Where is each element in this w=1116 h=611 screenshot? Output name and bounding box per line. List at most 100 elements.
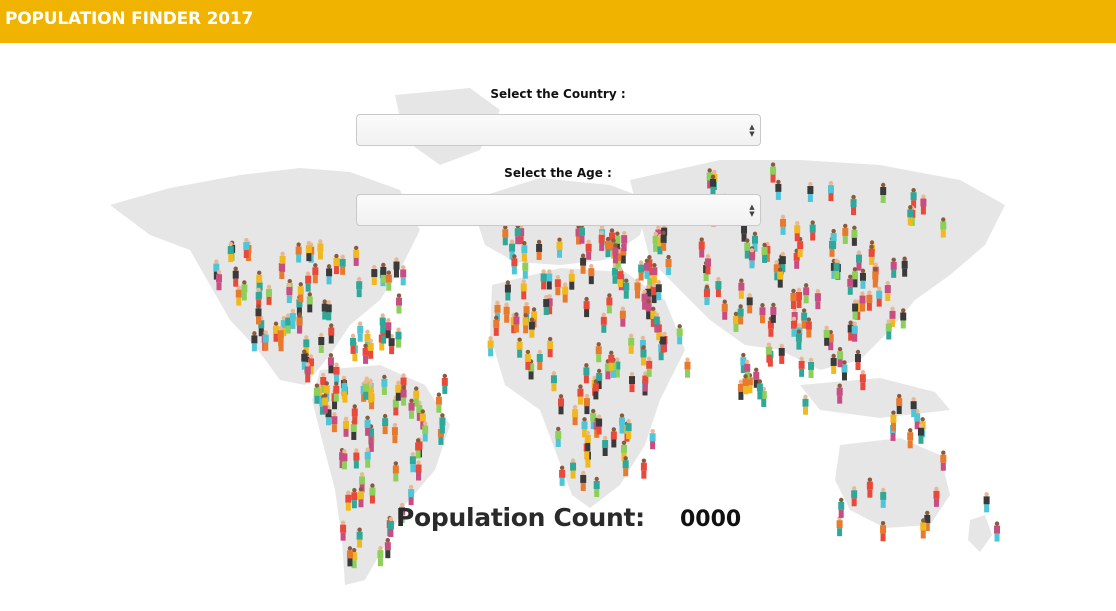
person-figure-icon	[676, 324, 683, 345]
person-figure-icon	[408, 484, 415, 506]
person-figure-icon	[655, 280, 662, 301]
person-figure-icon	[357, 487, 364, 508]
person-figure-icon	[602, 435, 609, 457]
person-figure-icon	[340, 520, 347, 541]
person-figure-icon	[419, 409, 426, 430]
person-figure-icon	[504, 280, 511, 301]
person-figure-icon	[380, 262, 387, 283]
person-figure-icon	[884, 280, 891, 302]
person-figure-icon	[852, 299, 859, 320]
person-figure-icon	[580, 253, 587, 274]
person-figure-icon	[322, 393, 329, 414]
person-figure-icon	[305, 271, 312, 292]
person-figure-icon	[920, 518, 927, 539]
person-figure-icon	[830, 228, 837, 250]
person-figure-icon	[614, 357, 621, 378]
person-figure-icon	[889, 306, 896, 327]
person-figure-icon	[940, 450, 947, 471]
person-figure-icon	[511, 254, 518, 275]
person-figure-icon	[596, 368, 603, 390]
person-figure-icon	[435, 392, 442, 413]
person-figure-icon	[326, 264, 333, 285]
person-figure-icon	[703, 284, 710, 306]
person-figure-icon	[592, 379, 599, 400]
person-figure-icon	[362, 343, 369, 364]
person-figure-icon	[556, 237, 563, 258]
person-figure-icon	[900, 308, 907, 329]
people-crowd	[213, 162, 1001, 569]
person-figure-icon	[907, 428, 914, 449]
person-figure-icon	[317, 239, 324, 260]
person-figure-icon	[251, 331, 258, 352]
person-figure-icon	[622, 456, 629, 477]
person-figure-icon	[441, 373, 448, 394]
person-figure-icon	[255, 304, 262, 325]
person-figure-icon	[588, 263, 595, 285]
person-figure-icon	[600, 312, 607, 333]
person-figure-icon	[653, 312, 660, 333]
person-figure-icon	[610, 427, 617, 448]
person-figure-icon	[737, 304, 744, 325]
country-select[interactable]: ▲ ▼	[356, 114, 761, 146]
person-figure-icon	[885, 319, 892, 340]
person-figure-icon	[321, 299, 328, 320]
person-figure-icon	[756, 379, 763, 400]
person-figure-icon	[649, 429, 656, 450]
header-bar: POPULATION FINDER 2017	[0, 0, 1116, 43]
person-figure-icon	[415, 438, 422, 459]
person-figure-icon	[509, 239, 516, 260]
person-figure-icon	[333, 362, 340, 383]
person-figure-icon	[646, 356, 653, 377]
person-figure-icon	[709, 174, 716, 195]
person-figure-icon	[652, 231, 659, 252]
person-figure-icon	[320, 372, 327, 394]
person-figure-icon	[256, 270, 263, 291]
person-figure-icon	[568, 269, 575, 290]
person-figure-icon	[369, 483, 376, 504]
person-figure-icon	[439, 413, 446, 434]
person-figure-icon	[384, 537, 391, 559]
person-figure-icon	[232, 266, 239, 287]
person-figure-icon	[547, 336, 554, 358]
person-figure-icon	[773, 260, 780, 281]
person-figure-icon	[660, 332, 667, 353]
person-figure-icon	[351, 404, 358, 425]
person-figure-icon	[295, 242, 302, 263]
person-figure-icon	[255, 287, 262, 308]
person-figure-icon	[807, 181, 814, 203]
person-figure-icon	[851, 321, 858, 342]
person-figure-icon	[346, 546, 353, 567]
person-figure-icon	[608, 350, 615, 371]
person-figure-icon	[409, 452, 416, 473]
person-figure-icon	[994, 521, 1001, 542]
person-figure-icon	[808, 357, 815, 378]
person-figure-icon	[868, 244, 875, 265]
person-figure-icon	[583, 363, 590, 384]
person-figure-icon	[880, 521, 887, 542]
person-figure-icon	[583, 393, 590, 415]
person-figure-icon	[536, 239, 543, 260]
person-figure-icon	[759, 303, 766, 324]
person-figure-icon	[779, 251, 786, 273]
person-figure-icon	[377, 545, 384, 567]
age-select[interactable]: ▲ ▼	[356, 194, 761, 226]
person-figure-icon	[353, 245, 360, 266]
person-figure-icon	[399, 502, 406, 523]
person-figure-icon	[546, 294, 553, 315]
person-figure-icon	[742, 374, 749, 395]
person-figure-icon	[413, 386, 420, 407]
person-figure-icon	[809, 220, 816, 241]
person-figure-icon	[640, 345, 647, 366]
person-figure-icon	[621, 230, 628, 252]
person-figure-icon	[559, 465, 566, 486]
person-figure-icon	[596, 414, 603, 435]
person-figure-icon	[521, 241, 528, 262]
person-figure-icon	[285, 313, 292, 334]
person-figure-icon	[367, 338, 374, 359]
person-figure-icon	[790, 316, 797, 337]
person-figure-icon	[770, 162, 777, 183]
person-figure-icon	[983, 492, 990, 513]
person-figure-icon	[296, 313, 303, 334]
person-figure-icon	[901, 256, 908, 277]
person-figure-icon	[665, 254, 672, 276]
